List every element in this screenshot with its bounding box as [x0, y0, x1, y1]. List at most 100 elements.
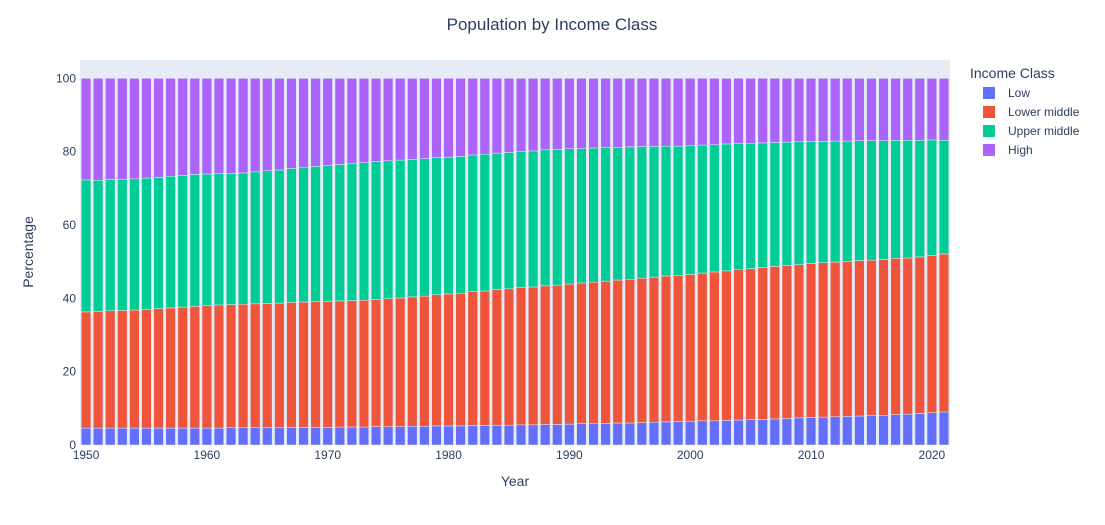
legend-label-upper-middle[interactable]: Upper middle	[1008, 124, 1080, 138]
legend-swatch-upper-middle[interactable]	[983, 125, 995, 137]
bar-lower-middle-2021	[938, 253, 950, 413]
bar-high-1969	[310, 78, 321, 167]
bar-lower-middle-1979	[431, 294, 442, 427]
bar-high-1985	[503, 78, 515, 153]
bar-high-1977	[407, 78, 418, 160]
bar-low-1982	[467, 425, 478, 446]
bar-upper-middle-1999	[673, 145, 684, 276]
bar-high-2000	[685, 78, 696, 147]
bar-low-1989	[552, 424, 563, 446]
legend-label-lower-middle[interactable]: Lower middle	[1008, 105, 1080, 119]
x-axis-title: Year	[501, 473, 530, 489]
bar-low-1981	[455, 425, 466, 446]
bar-lower-middle-1969	[310, 301, 321, 428]
bar-high-2001	[697, 78, 708, 146]
bar-low-1967	[286, 427, 297, 446]
bar-lower-middle-1975	[383, 298, 394, 427]
bar-high-1994	[612, 78, 623, 148]
bar-upper-middle-2004	[733, 143, 744, 270]
bar-low-2015	[866, 415, 877, 446]
bar-low-2016	[878, 415, 889, 446]
bar-high-1962	[225, 78, 237, 174]
bar-high-2016	[878, 78, 889, 141]
bar-low-1994	[612, 422, 623, 446]
bar-lower-middle-1988	[540, 285, 551, 425]
bar-lower-middle-1955	[141, 309, 152, 429]
bar-lower-middle-1993	[600, 280, 611, 424]
bar-low-1983	[479, 425, 490, 446]
bar-upper-middle-1952	[105, 179, 116, 312]
bar-upper-middle-1954	[129, 178, 140, 311]
bar-high-1975	[383, 78, 394, 162]
legend: Income Class Low Lower middle Upper middle…	[970, 65, 1080, 157]
bar-high-2008	[781, 78, 792, 143]
bar-low-2020	[926, 412, 937, 446]
bar-upper-middle-1985	[503, 152, 515, 290]
bar-high-2012	[830, 78, 841, 142]
bar-low-2008	[781, 418, 792, 446]
y-tick-label: 20	[63, 365, 77, 379]
bar-high-1967	[286, 78, 297, 169]
legend-label-low[interactable]: Low	[1008, 86, 1030, 100]
bar-lower-middle-1981	[455, 292, 466, 427]
bar-upper-middle-1957	[165, 175, 176, 309]
bar-low-1965	[262, 427, 273, 446]
bar-high-1957	[165, 78, 176, 177]
bar-low-1985	[503, 424, 515, 446]
y-tick-label: 40	[63, 291, 77, 305]
x-tick-label: 1980	[435, 448, 462, 462]
bar-lower-middle-1995	[624, 279, 635, 424]
bar-low-2010	[805, 417, 817, 446]
bar-high-2015	[866, 78, 877, 141]
plot-background	[80, 60, 950, 445]
bar-upper-middle-2006	[757, 142, 768, 268]
bar-lower-middle-1992	[588, 281, 599, 424]
bar-low-1976	[395, 426, 406, 446]
bar-lower-middle-2011	[818, 262, 829, 418]
bar-lower-middle-1976	[395, 297, 406, 427]
legend-swatch-high[interactable]	[983, 144, 995, 156]
bar-upper-middle-1975	[383, 160, 394, 299]
bar-low-1999	[673, 421, 684, 446]
bar-lower-middle-2018	[902, 257, 913, 415]
x-tick-label: 1950	[73, 448, 100, 462]
bar-upper-middle-1966	[274, 169, 285, 304]
bar-low-1964	[250, 427, 261, 446]
bar-high-2011	[818, 78, 829, 142]
bar-high-2005	[745, 78, 756, 144]
bar-lower-middle-2014	[854, 260, 865, 417]
bar-low-1992	[588, 423, 599, 446]
bar-high-2009	[793, 78, 805, 143]
bar-low-1958	[177, 427, 188, 446]
bar-low-1993	[600, 423, 611, 446]
bar-lower-middle-2012	[830, 261, 841, 418]
legend-swatch-low[interactable]	[983, 87, 995, 99]
bar-high-1983	[479, 78, 490, 155]
bar-high-1956	[153, 78, 164, 178]
bar-low-1977	[407, 426, 418, 446]
bar-upper-middle-2012	[830, 140, 841, 263]
bar-lower-middle-1984	[491, 289, 502, 426]
bar-high-2018	[902, 78, 913, 141]
bar-upper-middle-1977	[407, 159, 418, 298]
x-tick-label: 2000	[677, 448, 704, 462]
bar-low-1961	[213, 427, 225, 446]
bar-high-1987	[528, 78, 539, 152]
bar-upper-middle-1992	[588, 147, 599, 283]
bar-upper-middle-1971	[334, 164, 345, 302]
bar-low-2001	[697, 420, 708, 446]
bar-high-2010	[805, 78, 817, 142]
bar-high-1993	[600, 78, 611, 148]
bar-upper-middle-1986	[515, 151, 527, 288]
bar-upper-middle-2013	[842, 140, 853, 262]
bar-high-1989	[552, 78, 563, 150]
legend-swatch-lower-middle[interactable]	[983, 106, 995, 118]
x-tick-label: 1970	[314, 448, 341, 462]
bar-low-1968	[298, 427, 309, 446]
bar-lower-middle-2020	[926, 255, 937, 413]
bar-upper-middle-1979	[431, 157, 442, 295]
bar-low-2006	[757, 419, 768, 446]
legend-label-high[interactable]: High	[1008, 143, 1033, 157]
bar-low-1951	[93, 427, 104, 446]
